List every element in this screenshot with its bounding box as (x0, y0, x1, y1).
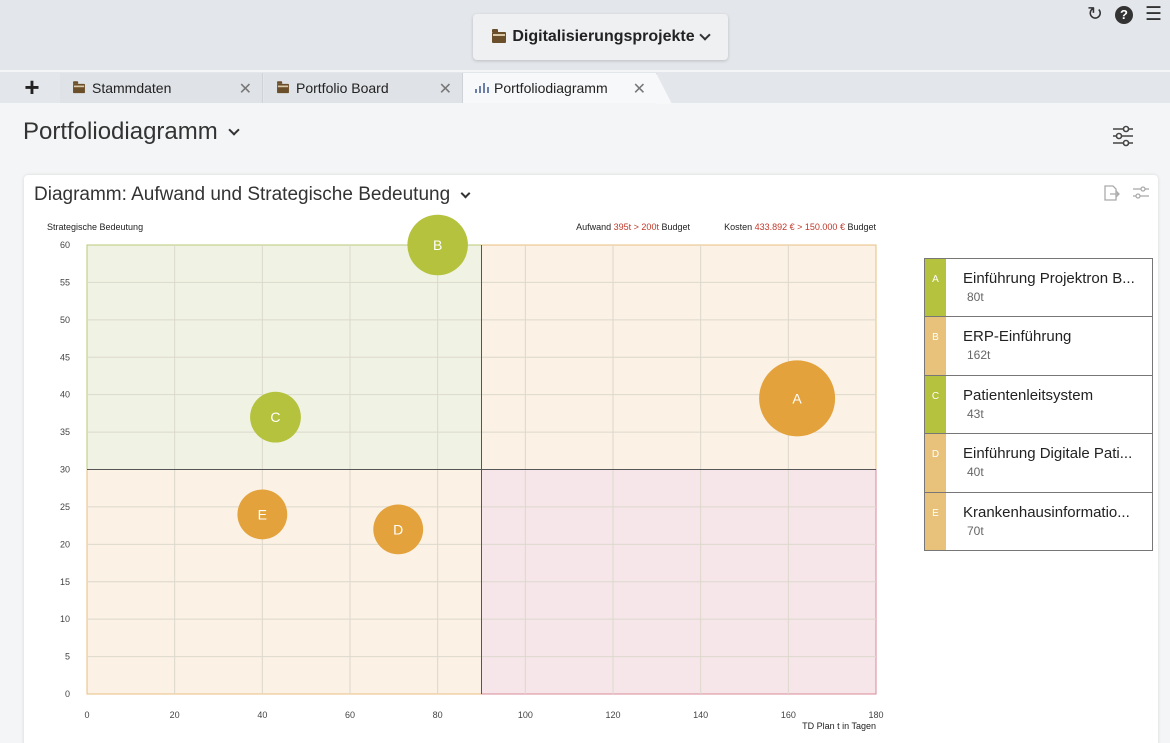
data-point-label: B (433, 237, 442, 253)
data-point[interactable] (373, 504, 424, 555)
data-point[interactable] (250, 391, 301, 443)
data-point[interactable] (759, 360, 836, 437)
tab-label: Portfolio­diagramm (494, 80, 608, 96)
tab-label: Stammdaten (92, 80, 172, 96)
top-bar: Digitalisierungsprojekte ↻ ? ☰ (0, 0, 1170, 70)
legend-name: Einführung Projektron B... (963, 270, 1135, 287)
legend-item[interactable]: B ERP-Einführung 162t (925, 317, 1152, 376)
settings-sliders-icon[interactable] (1112, 125, 1134, 147)
tab-bar: + Stammdaten ✕ Portfolio Board ✕ Portfol… (0, 72, 1170, 104)
data-point[interactable] (407, 214, 468, 276)
legend-swatch: C (925, 375, 946, 434)
data-point[interactable] (237, 489, 288, 540)
legend-item[interactable]: A Einführung Projektron B... 80t (925, 259, 1152, 318)
y-tick-label: 35 (60, 427, 70, 437)
folder-icon (492, 28, 507, 43)
axes: 0 20 40 60 80 100 120 140 160 180 0 5 10 15 20 25 30 35 40… (60, 240, 884, 720)
legend-effort: 43t (967, 406, 984, 421)
bar-chart-icon (475, 83, 489, 93)
kosten-label: Kosten (724, 222, 752, 232)
x-tick-label: 60 (345, 710, 355, 720)
y-tick-label: 15 (60, 577, 70, 587)
x-tick-label: 120 (605, 710, 620, 720)
legend-swatch: E (925, 492, 946, 550)
tab-label: Portfolio Board (296, 80, 389, 96)
y-tick-label: 10 (60, 614, 70, 624)
project-selector[interactable]: Digitalisierungsprojekte (473, 14, 728, 60)
top-toolbar: ↻ ? ☰ (1087, 5, 1162, 25)
legend-name: Krankenhausinformatio... (963, 503, 1130, 521)
add-tab-button[interactable]: + (24, 72, 40, 102)
y-tick-label: 50 (60, 315, 70, 325)
data-point-label: D (393, 521, 403, 537)
y-tick-label: 30 (60, 465, 70, 475)
x-axis-label: TD Plan t in Tagen (802, 721, 876, 731)
legend: A Einführung Projektron B... 80t B ERP-E… (924, 258, 1153, 551)
y-tick-label: 20 (60, 539, 70, 549)
data-point-label: C (270, 409, 280, 425)
page-title[interactable]: Portfoliodiagramm (23, 118, 240, 146)
tab-stammdaten[interactable]: Stammdaten ✕ (60, 73, 263, 103)
legend-item[interactable]: D Einführung Digitale Pati... 40t (925, 434, 1152, 493)
aufwand-label: Aufwand (576, 222, 611, 232)
kosten-summary: Kosten 433.892 € > 150.000 € Budget (724, 222, 876, 232)
card-toolbar (1102, 184, 1150, 202)
kosten-suffix: Budget (847, 222, 876, 232)
data-points: A B C D E (237, 214, 836, 555)
x-tick-label: 180 (868, 710, 883, 720)
y-tick-label: 60 (60, 240, 70, 250)
data-point-label: A (792, 390, 802, 406)
kosten-value: 433.892 € > 150.000 € (755, 222, 845, 232)
legend-name: Patientenleitsystem (963, 386, 1094, 404)
tab-portfolio-board[interactable]: Portfolio Board ✕ (264, 73, 463, 103)
legend-effort: 80t (967, 290, 984, 304)
data-point-label: E (258, 506, 267, 522)
y-tick-label: 0 (65, 689, 70, 699)
legend-item[interactable]: E Krankenhausinformatio... 70t (925, 492, 1152, 551)
x-tick-label: 100 (518, 710, 533, 720)
y-axis-label: Strategische Bedeutung (47, 222, 143, 232)
x-tick-label: 140 (693, 710, 708, 720)
legend-name: Einführung Digitale Pati... (963, 445, 1133, 463)
x-tick-label: 80 (433, 710, 443, 720)
y-tick-label: 40 (60, 390, 70, 400)
project-selector-label: Digitalisierungsprojekte (512, 28, 695, 45)
help-icon[interactable]: ? (1114, 6, 1133, 24)
x-tick-label: 0 (84, 710, 89, 720)
legend-effort: 40t (967, 465, 984, 480)
y-tick-label: 5 (65, 652, 70, 662)
legend-swatch: A (925, 259, 946, 317)
y-tick-label: 25 (60, 502, 70, 512)
diagram-title-label: Diagramm: Aufwand und Strategische Bedeu… (34, 184, 451, 205)
x-tick-label: 160 (781, 710, 796, 720)
legend-effort: 162t (967, 348, 991, 363)
x-tick-label: 20 (170, 710, 180, 720)
close-icon[interactable]: ✕ (632, 81, 646, 98)
refresh-icon[interactable]: ↻ (1087, 4, 1103, 25)
legend-swatch: D (925, 434, 946, 492)
card-settings-icon[interactable] (1132, 184, 1150, 202)
aufwand-suffix: Budget (661, 222, 690, 232)
close-icon[interactable]: ✕ (238, 81, 252, 98)
legend-name: ERP-Einführung (963, 328, 1072, 346)
diagram-title[interactable]: Diagramm: Aufwand und Strategische Bedeu… (34, 184, 471, 206)
legend-item[interactable]: C Patientenleitsystem 43t (925, 375, 1152, 435)
legend-swatch: B (925, 317, 946, 375)
close-icon[interactable]: ✕ (438, 81, 452, 98)
tab-portfoliodiagramm[interactable]: Portfolio­diagramm ✕ (463, 73, 672, 104)
aufwand-value: 395t > 200t (614, 222, 660, 232)
menu-icon[interactable]: ☰ (1144, 4, 1162, 25)
y-tick-label: 55 (60, 277, 70, 287)
aufwand-summary: Aufwand 395t > 200t Budget (576, 222, 690, 232)
grid (87, 245, 876, 694)
page-title-label: Portfoliodiagramm (23, 118, 218, 145)
export-icon[interactable] (1102, 184, 1120, 202)
folder-icon (277, 80, 289, 93)
legend-effort: 70t (967, 523, 984, 538)
x-tick-label: 40 (257, 710, 267, 720)
y-tick-label: 45 (60, 352, 70, 362)
folder-icon (73, 80, 85, 93)
